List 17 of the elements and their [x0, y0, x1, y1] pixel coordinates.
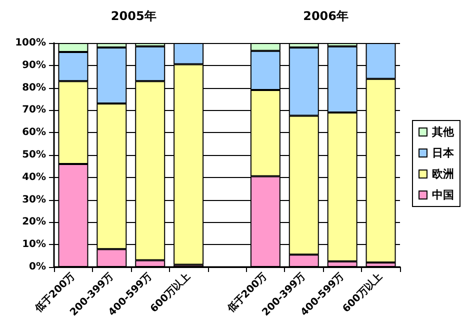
text: 2005年 — [110, 9, 156, 23]
y-tick-label: 100% — [15, 38, 46, 48]
y-tick-label: 80% — [22, 82, 46, 94]
y-tick-label: 0% — [29, 262, 46, 272]
legend-label: 其他 — [431, 126, 455, 138]
text: 2006年 — [303, 9, 349, 23]
y-tick-label: 70% — [22, 104, 46, 116]
y-tick-label: 10% — [22, 239, 46, 250]
legend-label: 中国 — [432, 188, 454, 202]
y-tick-label: 90% — [22, 60, 46, 71]
y-tick-label: 40% — [22, 172, 46, 183]
y-tick-label: 30% — [22, 194, 46, 206]
legend-label: 日本 — [432, 146, 455, 160]
y-tick-label: 60% — [22, 127, 46, 138]
y-tick-label: 20% — [22, 216, 46, 228]
y-tick-label: 50% — [22, 150, 46, 160]
legend-label: 欧洲 — [432, 168, 454, 180]
